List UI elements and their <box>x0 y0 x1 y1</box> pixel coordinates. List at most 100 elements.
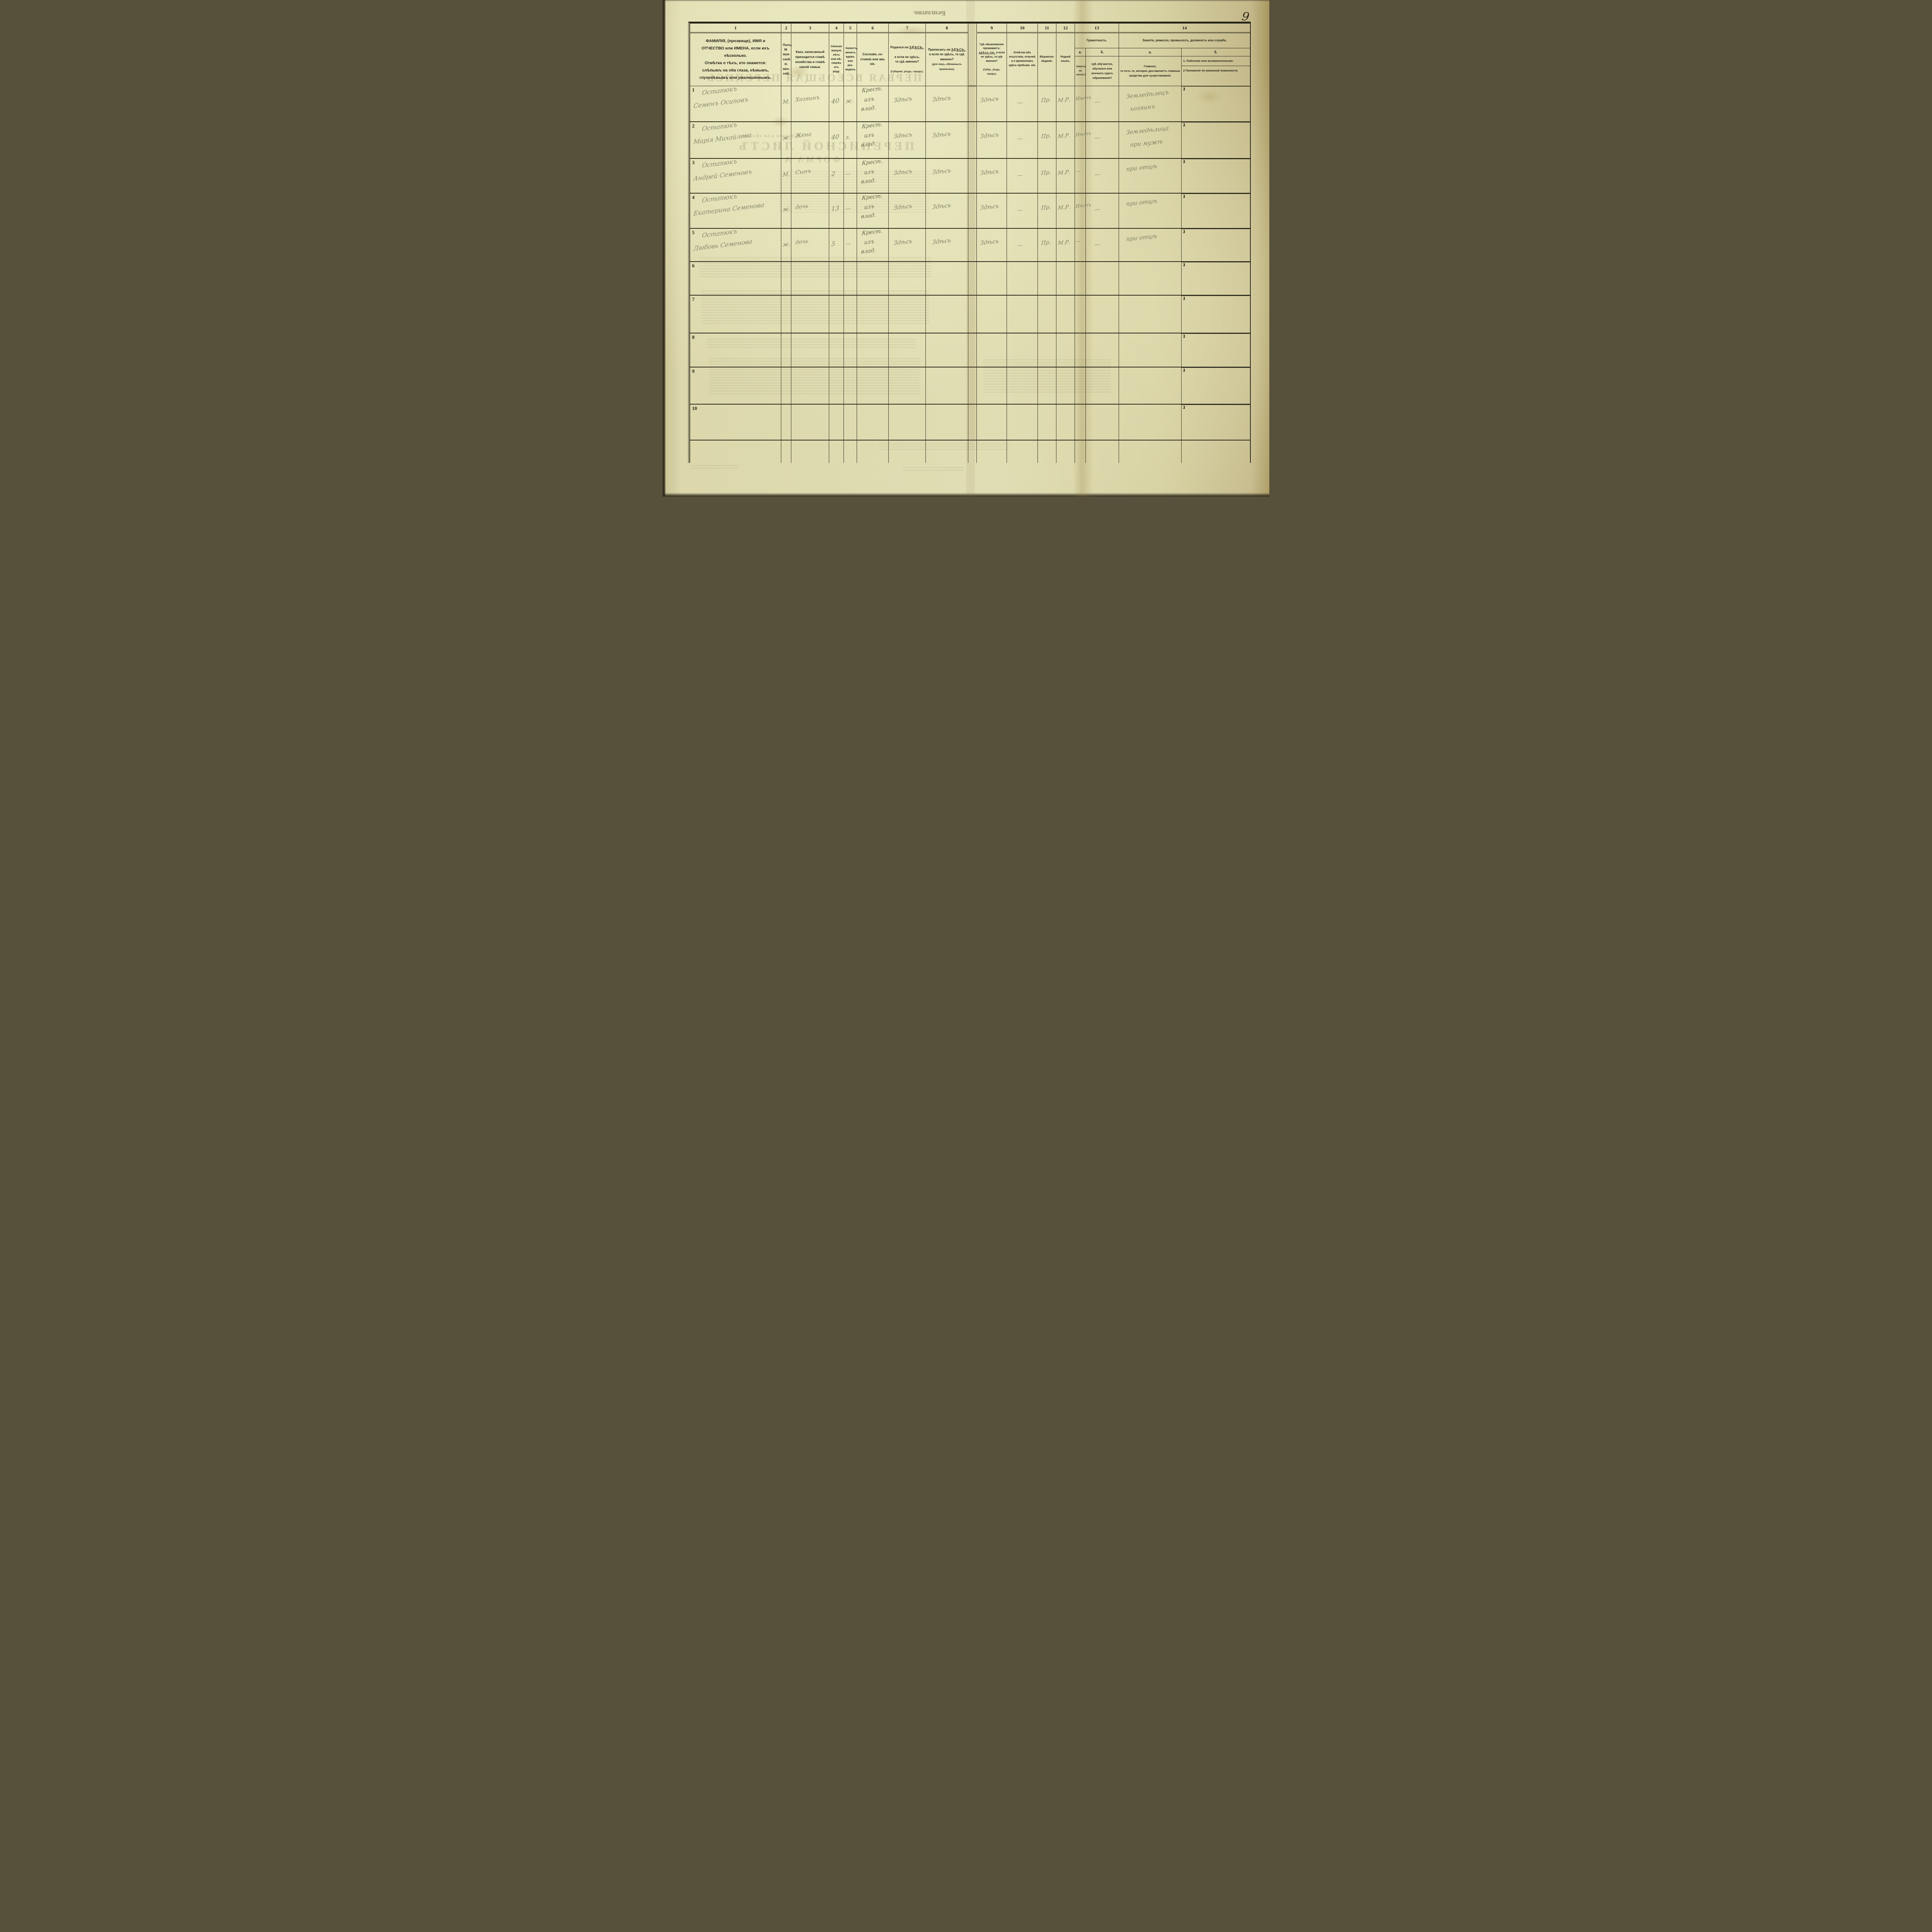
cell-occupation-side: 1 2 <box>1181 86 1250 122</box>
hw-faith: Пр. <box>1041 239 1051 247</box>
cell-faith: Пр. <box>1037 193 1056 229</box>
filler-cell <box>888 440 926 463</box>
hw-education: — <box>1094 206 1100 213</box>
cell-literacy <box>1075 367 1086 405</box>
cell-sex <box>781 404 791 440</box>
hw-education: — <box>1094 99 1100 105</box>
cell-name: 8 <box>690 333 781 367</box>
cell-registered <box>925 367 968 405</box>
cell-age: 2 <box>829 158 844 194</box>
hw-relation: дочь <box>795 238 809 246</box>
col14b-header: 1. Побочное или вспомогательное. 2 Полож… <box>1181 56 1250 86</box>
cell-occupation-side: 1 2 <box>1181 404 1250 440</box>
cell-education: — <box>1085 228 1119 262</box>
cell-age: 13 <box>829 193 844 229</box>
cell-name: 6 <box>690 261 781 296</box>
cell-faith <box>1037 367 1056 405</box>
cell-sex: М. <box>781 86 791 122</box>
cell-age: 5 <box>829 228 844 262</box>
filler-cell <box>844 440 857 463</box>
hw-language: М.Р. <box>1058 96 1071 104</box>
cell-language <box>1056 404 1075 440</box>
col14-header-title: Занятіе, ремесло, промыселъ, должность и… <box>1119 32 1250 48</box>
subcell-number-1: 1 <box>1183 296 1185 301</box>
cell-residence: Здѣсь <box>976 228 1007 262</box>
cell-sex <box>781 261 791 296</box>
fold-gap <box>968 158 977 194</box>
cell-relation <box>791 261 829 296</box>
cell-absence <box>1007 333 1038 367</box>
census-table: 1 2 3 4 5 6 7 8 9 10 11 12 13 14 ФАМИЛІЯ… <box>690 23 1250 463</box>
footer-fine-print-smudge <box>690 465 739 469</box>
subcell-number-2: 2 <box>1183 263 1185 267</box>
cell-faith <box>1037 404 1056 440</box>
table-row: 4 Остапюкъ Екатерина Семенова ж. дочь 13… <box>690 192 1250 229</box>
col14b-item1: 1. Побочное или вспомогательное. <box>1183 59 1234 63</box>
cell-name: 4 Остапюкъ Екатерина Семенова <box>690 192 781 229</box>
hw-occupation-1: Земледѣлица <box>1126 124 1169 136</box>
hw-relation: Сынъ <box>795 168 811 176</box>
cell-occupation-main: Земледѣлецъ хозяинъ <box>1119 86 1182 122</box>
cell-occupation-main <box>1119 261 1182 296</box>
cell-language: М.Р. <box>1056 228 1075 262</box>
hw-faith: Пр. <box>1041 97 1051 104</box>
col9-here: здѣсь-ли, <box>978 51 995 54</box>
col2-female-key: ж-жен-скій. <box>783 62 790 75</box>
col2-header: Полъ. М-муж-ской. ж-жен-скій. <box>781 32 792 86</box>
subcell-number-2: 2 <box>1183 334 1185 339</box>
hw-relation: дочь <box>795 202 809 211</box>
hw-given-name: Андрей Семеновъ <box>693 167 753 182</box>
cell-absence <box>1007 404 1038 440</box>
col2-title: Полъ. <box>783 43 792 47</box>
cell-absence: — <box>1007 158 1038 194</box>
table-bottom-filler <box>690 440 1250 463</box>
header-subtext-row: Умѣетъ- ли читать? гдѣ обучается, обучал… <box>690 56 1250 86</box>
cell-language: М.Р. <box>1056 86 1075 122</box>
cell-residence <box>976 295 1007 333</box>
cell-relation: Хозяинъ <box>791 86 829 122</box>
cell-occupation-main <box>1119 367 1182 405</box>
cell-education <box>1085 404 1119 440</box>
col13b-header: гдѣ обучается, обучался или кончилъ курс… <box>1085 56 1119 86</box>
col1-title-main: ФАМИЛІЯ, (прозвище), ИМЯ и ОТЧЕСТВО или … <box>701 39 770 58</box>
cell-birthplace <box>888 333 926 367</box>
cell-relation: Сынъ <box>791 158 829 194</box>
subcell-number-2: 2 <box>1183 160 1185 164</box>
row-number: 7 <box>692 296 695 302</box>
col5-number: 5 <box>844 23 857 33</box>
filler-cell <box>976 440 1007 463</box>
cell-education <box>1085 295 1119 333</box>
col7-q2: а если не здѣсь, <box>894 55 920 59</box>
cell-birthplace: Здѣсь <box>888 193 926 229</box>
hw-language: М.Р. <box>1058 132 1071 140</box>
table-row: 1 Остапюкъ Семенъ Осиповъ М. Хозяинъ 40 … <box>690 85 1250 122</box>
filler-cell <box>690 440 781 463</box>
col6-number: 6 <box>857 23 889 33</box>
cell-birthplace: Здѣсь <box>888 121 926 159</box>
hw-age: 5 <box>831 240 836 248</box>
row-number: 4 <box>692 194 695 200</box>
cell-education <box>1085 333 1119 367</box>
col14b-letter: б. <box>1181 48 1250 56</box>
table-row: 9 1 2 <box>690 367 1250 405</box>
subcell-number-1: 1 <box>1183 229 1185 234</box>
cell-birthplace: Здѣсь <box>888 228 926 262</box>
hw-estate-1: Крест. <box>862 158 883 167</box>
hw-registered: Здѣсь <box>932 94 951 103</box>
cell-marital <box>844 404 857 440</box>
cell-absence: — <box>1007 121 1038 159</box>
col9-q1: Гдѣ обыкновенно проживаетъ: <box>980 43 1004 50</box>
col4-header: Сколько минуло лѣтъ или мѣ- сяцевъ отъ р… <box>829 32 844 86</box>
cell-relation: дочь <box>791 193 829 229</box>
col1-title-note: Отмѣтка о тѣхъ, кто окажется: слѣпымъ на… <box>699 61 772 80</box>
hw-occupation-1: Земледѣлецъ <box>1126 88 1169 100</box>
hw-estate-2: изъ <box>864 168 874 176</box>
cell-estate <box>857 333 889 367</box>
col11-number: 11 <box>1037 23 1056 33</box>
cell-occupation-main: при отцѣ <box>1119 193 1182 229</box>
hw-residence: Здѣсь <box>980 202 999 211</box>
scan-edge-top <box>663 0 1269 2</box>
filler-cell <box>1075 440 1086 463</box>
hw-marital: з. <box>845 134 851 141</box>
filler-cell <box>829 440 844 463</box>
